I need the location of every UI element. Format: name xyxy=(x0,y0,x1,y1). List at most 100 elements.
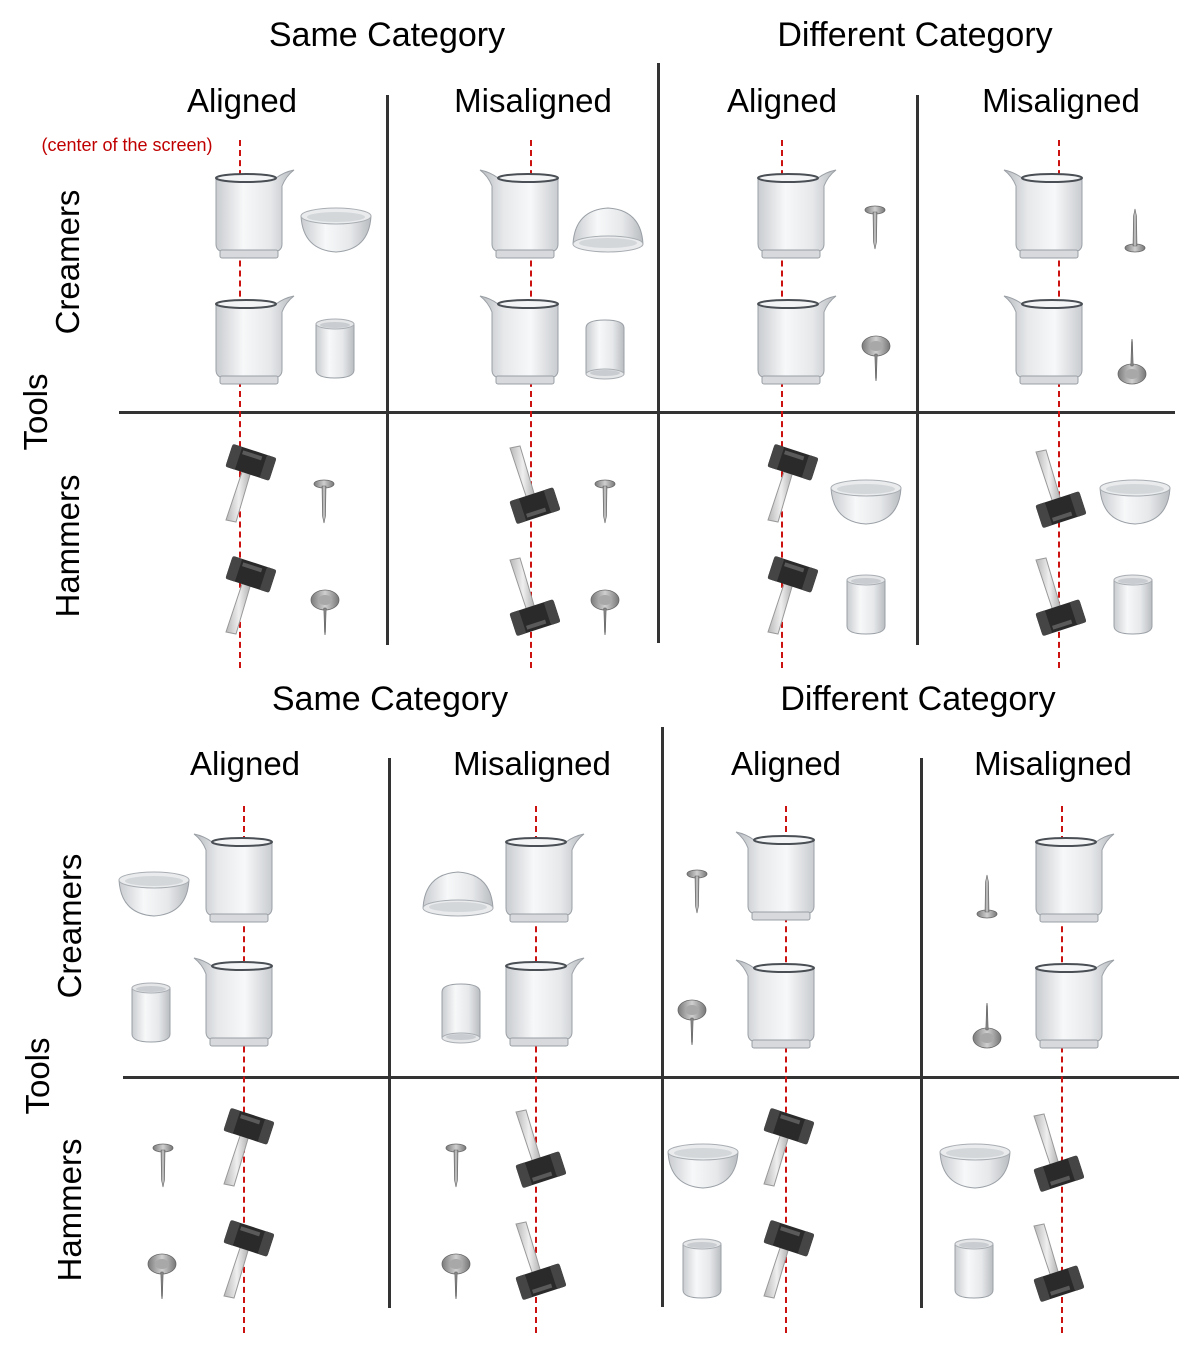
hammer-icon xyxy=(766,555,820,635)
screen-center-line xyxy=(535,806,537,1333)
nail-icon xyxy=(686,869,708,914)
thumbtack-icon xyxy=(971,1002,1003,1050)
creamer-icon xyxy=(1035,959,1115,1049)
cup-icon xyxy=(954,1238,994,1299)
row-label-hammers: Hammers xyxy=(49,474,86,618)
hammer-icon xyxy=(504,1108,568,1188)
creamer-icon xyxy=(734,956,824,1050)
column-divider xyxy=(386,95,389,645)
hammer-icon xyxy=(498,444,562,524)
creamer-icon xyxy=(734,828,824,922)
column-header-aligned: Aligned xyxy=(730,745,842,782)
creamer-icon xyxy=(757,169,837,259)
category-header-different: Different Category xyxy=(780,680,1056,718)
column-header-aligned: Aligned xyxy=(726,82,838,119)
thumbtack-icon xyxy=(861,335,891,382)
screen-center-line xyxy=(1058,140,1060,668)
category-header-different: Different Category xyxy=(777,16,1053,54)
nail-icon xyxy=(313,479,335,524)
screen-center-line xyxy=(785,806,787,1333)
nail-icon xyxy=(1122,208,1148,254)
thumbtack-icon xyxy=(310,589,340,636)
column-header-misaligned: Misaligned xyxy=(453,745,611,782)
bowl-icon xyxy=(421,870,495,918)
bowl-icon xyxy=(571,206,645,254)
bowl-icon xyxy=(1099,479,1171,525)
category-divider xyxy=(661,727,664,1307)
cup-icon xyxy=(846,574,886,635)
nail-icon xyxy=(974,874,1000,920)
column-divider xyxy=(916,95,919,645)
hammer-icon xyxy=(224,555,278,635)
category-header-same: Same Category xyxy=(271,680,509,718)
column-header-aligned: Aligned xyxy=(189,745,301,782)
row-label-hammers: Hammers xyxy=(51,1138,88,1282)
hammer-icon xyxy=(1024,556,1088,636)
nail-icon xyxy=(445,1143,467,1188)
nail-icon xyxy=(864,205,886,250)
hammer-icon xyxy=(1022,1222,1086,1302)
creamer-icon xyxy=(505,957,585,1047)
hammer-icon xyxy=(1024,448,1088,528)
center-of-screen-note: (center of the screen) xyxy=(41,135,213,155)
cup-icon xyxy=(131,982,171,1043)
creamer-icon xyxy=(1002,292,1092,386)
hammer-icon xyxy=(224,443,278,523)
creamer-icon xyxy=(1002,166,1092,260)
hammer-icon xyxy=(504,1220,568,1300)
cup-icon xyxy=(1113,574,1153,635)
creamer-icon xyxy=(757,295,837,385)
screen-center-line xyxy=(239,140,241,668)
hammer-icon xyxy=(222,1219,276,1299)
creamer-icon xyxy=(192,830,282,924)
thumbtack-icon xyxy=(1116,338,1148,386)
outer-row-label-tools: Tools xyxy=(17,373,54,451)
nail-icon xyxy=(152,1143,174,1188)
row-label-creamers: Creamers xyxy=(49,189,86,335)
hammer-icon xyxy=(222,1107,276,1187)
row-label-creamers: Creamers xyxy=(51,853,88,999)
column-header-misaligned: Misaligned xyxy=(974,745,1132,782)
column-header-aligned: Aligned xyxy=(186,82,298,119)
creamer-icon xyxy=(478,166,568,260)
creamer-icon xyxy=(1035,833,1115,923)
hammer-icon xyxy=(498,556,562,636)
hammer-icon xyxy=(762,1219,816,1299)
column-header-misaligned: Misaligned xyxy=(454,82,612,119)
bowl-icon xyxy=(830,479,902,525)
creamer-icon xyxy=(215,295,295,385)
column-divider xyxy=(388,758,391,1308)
thumbtack-icon xyxy=(441,1253,471,1300)
creamer-icon xyxy=(215,169,295,259)
thumbtack-icon xyxy=(147,1253,177,1300)
row-divider xyxy=(123,1076,1179,1079)
cup-icon xyxy=(583,318,627,380)
creamer-icon xyxy=(505,833,585,923)
screen-center-line xyxy=(530,140,532,668)
outer-row-label-tools: Tools xyxy=(19,1037,56,1115)
bowl-icon xyxy=(300,207,372,253)
bowl-icon xyxy=(939,1143,1011,1189)
thumbtack-icon xyxy=(677,999,707,1046)
category-divider xyxy=(657,63,660,643)
row-divider xyxy=(119,411,1175,414)
bowl-icon xyxy=(118,871,190,917)
cup-icon xyxy=(315,318,355,379)
hammer-icon xyxy=(1022,1112,1086,1192)
screen-center-line xyxy=(243,806,245,1333)
thumbtack-icon xyxy=(590,589,620,636)
cup-icon xyxy=(439,982,483,1044)
nail-icon xyxy=(594,479,616,524)
cup-icon xyxy=(682,1238,722,1299)
hammer-icon xyxy=(762,1107,816,1187)
column-header-misaligned: Misaligned xyxy=(982,82,1140,119)
creamer-icon xyxy=(192,954,282,1048)
screen-center-line xyxy=(1061,806,1063,1333)
hammer-icon xyxy=(766,443,820,523)
column-divider xyxy=(920,758,923,1308)
category-header-same: Same Category xyxy=(268,16,506,54)
screen-center-line xyxy=(781,140,783,668)
bowl-icon xyxy=(667,1143,739,1189)
creamer-icon xyxy=(478,292,568,386)
